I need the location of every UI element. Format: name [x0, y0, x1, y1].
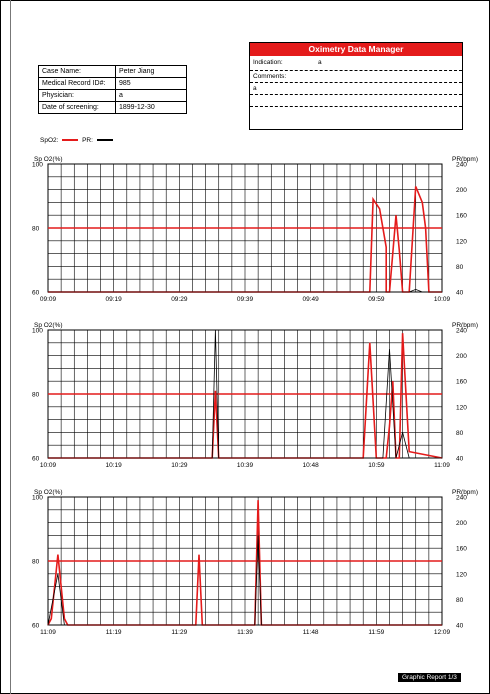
comments-label: Comments:: [253, 73, 287, 80]
left-axis-title: Sp O2(%): [34, 489, 63, 496]
comments-value: a: [253, 85, 257, 92]
left-tick-label: 80: [32, 559, 40, 566]
right-tick-label: 80: [456, 264, 464, 271]
right-tick-label: 80: [456, 597, 464, 604]
x-tick-label: 11:09: [40, 629, 56, 636]
case-name-row: Case Name: Peter Jiang: [38, 65, 187, 78]
legend-spo2-label: SpO2:: [40, 137, 59, 144]
pr-series-line: [48, 329, 442, 459]
x-tick-label: 10:29: [171, 462, 188, 469]
screening-date-value: 1899-12-30: [115, 101, 187, 114]
right-tick-label: 40: [456, 456, 464, 463]
x-tick-label: 10:59: [368, 462, 385, 469]
x-tick-label: 10:09: [40, 462, 57, 469]
pr-series-line: [48, 288, 442, 293]
legend-pr-swatch: [96, 139, 113, 142]
right-tick-label: 40: [456, 623, 464, 630]
oximetry-chart-3: Sp O2(%) PR(bpm) 100 80 60 240 200 160 120 80 40 11…: [32, 489, 478, 636]
right-tick-label: 120: [456, 571, 467, 578]
right-tick-label: 240: [456, 495, 467, 502]
spo2-series-line: [48, 186, 442, 293]
comments-row: Comments:: [250, 71, 462, 83]
right-tick-label: 240: [456, 162, 467, 169]
chart-legend: SpO2: PR:: [40, 137, 115, 144]
oximetry-panel: Oximetry Data Manager Indication: a Comm…: [249, 42, 463, 130]
left-tick-label: 60: [32, 623, 40, 630]
right-tick-label: 120: [456, 404, 467, 411]
x-tick-label: 10:09: [434, 296, 451, 303]
right-axis-title: PR(bpm): [452, 489, 478, 496]
page-footer: Graphic Report 1/3: [398, 673, 461, 682]
x-tick-label: 10:48: [303, 462, 320, 469]
left-tick-label: 60: [32, 290, 40, 297]
page-margin-line: [10, 0, 11, 694]
left-tick-label: 80: [32, 392, 40, 399]
right-tick-label: 120: [456, 238, 467, 245]
x-tick-label: 09:19: [106, 296, 123, 303]
right-tick-label: 80: [456, 430, 464, 437]
x-tick-label: 12:09: [434, 629, 451, 636]
x-tick-label: 09:49: [303, 296, 320, 303]
right-axis-title: PR(bpm): [452, 322, 478, 329]
x-tick-label: 10:19: [106, 462, 123, 469]
legend-spo2-swatch: [62, 139, 79, 142]
x-tick-label: 11:48: [303, 629, 319, 636]
screening-date-row: Date of screening: 1899-12-30: [38, 101, 187, 114]
left-tick-label: 100: [32, 328, 43, 335]
x-tick-label: 11:59: [368, 629, 384, 636]
right-tick-label: 240: [456, 328, 467, 335]
comments-blank-row-1: [250, 95, 462, 107]
indication-row: Indication: a: [250, 56, 462, 71]
right-tick-label: 160: [456, 213, 467, 220]
physician-row: Physician: a: [38, 89, 187, 102]
oximetry-chart-2: Sp O2(%) PR(bpm) 100 80 60 240 200 160 120 80 40 10…: [32, 322, 478, 469]
x-tick-label: 09:29: [171, 296, 188, 303]
comments-value-row: a: [250, 83, 462, 95]
left-axis-title: Sp O2(%): [34, 156, 63, 163]
x-tick-label: 10:39: [237, 462, 254, 469]
spo2-series-line: [48, 333, 443, 459]
x-tick-label: 09:59: [368, 296, 385, 303]
screening-date-label: Date of screening:: [38, 101, 116, 114]
right-tick-label: 160: [456, 546, 467, 553]
left-tick-label: 100: [32, 162, 43, 169]
oximetry-title: Oximetry Data Manager: [250, 43, 462, 56]
left-axis-title: Sp O2(%): [34, 322, 63, 329]
spo2-series-line: [47, 500, 442, 626]
x-tick-label: 09:39: [237, 296, 254, 303]
x-tick-label: 11:19: [106, 629, 122, 636]
indication-value: a: [318, 59, 322, 66]
case-info-table: Case Name: Peter Jiang Medical Record ID…: [38, 65, 187, 114]
left-tick-label: 60: [32, 456, 40, 463]
right-axis-title: PR(bpm): [452, 156, 478, 163]
oximetry-chart-1: Sp O2(%) PR(bpm) 100 80 60 240 200 160 120 80 40 09…: [32, 156, 478, 303]
left-tick-label: 100: [32, 495, 43, 502]
x-tick-label: 11:39: [237, 629, 253, 636]
indication-label: Indication:: [253, 59, 283, 66]
right-tick-label: 40: [456, 290, 464, 297]
left-tick-label: 80: [32, 226, 40, 233]
pr-series-line: [47, 535, 442, 626]
legend-pr-label: PR:: [82, 137, 93, 144]
x-tick-label: 11:29: [171, 629, 187, 636]
right-tick-label: 200: [456, 353, 467, 360]
right-tick-label: 200: [456, 520, 467, 527]
x-tick-label: 09:09: [40, 296, 57, 303]
right-tick-label: 200: [456, 187, 467, 194]
x-tick-label: 11:09: [434, 462, 450, 469]
right-tick-label: 160: [456, 379, 467, 386]
